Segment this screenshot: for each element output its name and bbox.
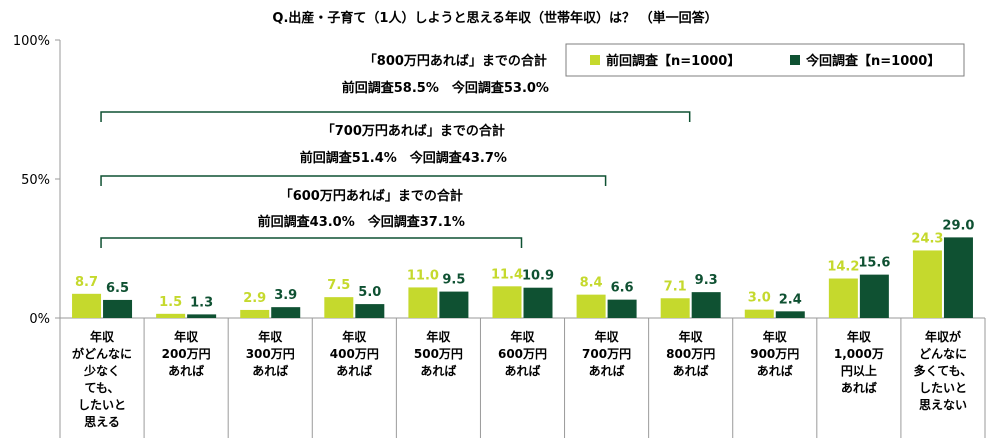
- x-tick-label: 年収がどんなに多くても、したいと思えない: [914, 329, 973, 412]
- data-label: 29.0: [942, 218, 974, 233]
- data-label: 6.5: [106, 281, 129, 296]
- bar: [439, 291, 469, 318]
- bar: [691, 292, 721, 318]
- bar: [240, 309, 270, 318]
- annotation-title: 「700万円あれば」までの合計: [322, 123, 505, 139]
- y-tick-label: 100%: [13, 34, 50, 49]
- data-label: 9.3: [695, 273, 718, 288]
- bar: [775, 311, 805, 318]
- data-label: 6.6: [611, 281, 634, 296]
- data-label: 8.7: [75, 275, 98, 290]
- data-label: 24.3: [911, 231, 943, 246]
- annotation-title: 「800万円あれば」までの合計: [364, 53, 547, 69]
- bar: [355, 304, 385, 318]
- bar: [492, 286, 522, 318]
- value-labels: 8.7 1.5 2.9 7.5 11.0 11.4 8.4 7.1 3.0 14.2 24.3 6.5…: [75, 218, 974, 310]
- bar: [408, 287, 438, 318]
- annotation-detail: 前回調査51.4% 今回調査43.7%: [300, 150, 507, 166]
- y-tick-label: 0%: [29, 312, 50, 327]
- data-label: 10.9: [522, 269, 554, 284]
- data-label: 14.2: [827, 260, 859, 275]
- bar: [324, 297, 354, 318]
- bar: [156, 313, 186, 318]
- sum-bracket: [100, 237, 523, 248]
- x-tick-label: 年収 200万円あれば: [162, 329, 211, 378]
- bar: [576, 294, 606, 318]
- x-tick-label: 年収 400万円あれば: [330, 329, 379, 378]
- data-label: 2.4: [779, 292, 802, 307]
- data-label: 11.4: [491, 267, 523, 282]
- bars: [72, 237, 973, 318]
- chart-title: Q.出産・子育て（1人）しようと思える年収（世帯年収）は？ （単一回答）: [272, 10, 717, 26]
- x-tick-label: 年収 900万円あれば: [750, 329, 799, 378]
- data-label: 3.9: [274, 288, 297, 303]
- data-label: 2.9: [243, 291, 266, 306]
- legend-swatch: [790, 55, 800, 65]
- bar: [660, 298, 690, 318]
- legend-swatch: [590, 55, 600, 65]
- data-label: 3.0: [748, 291, 771, 306]
- x-tick-label: 年収 800万円あれば: [666, 329, 715, 378]
- y-tick-label: 50%: [21, 173, 50, 188]
- bar: [72, 293, 102, 318]
- data-label: 8.4: [580, 276, 603, 291]
- annotation-detail: 前回調査43.0% 今回調査37.1%: [258, 214, 465, 230]
- bar: [828, 278, 858, 318]
- sum-bracket: [100, 175, 607, 186]
- data-label: 5.0: [358, 285, 381, 300]
- annotation-title: 「600万円あれば」までの合計: [280, 188, 463, 204]
- legend: 前回調査【n=1000】 今回調査【n=1000】: [565, 43, 965, 77]
- x-tick-label: 年収 300万円あれば: [246, 329, 295, 378]
- legend-label: 前回調査【n=1000】: [606, 53, 740, 69]
- x-tick-label: 年収 1,000万円以上あれば: [834, 329, 884, 395]
- bar: [607, 299, 637, 318]
- sum-bracket: [100, 111, 691, 122]
- data-label: 15.6: [858, 256, 890, 271]
- x-tick-label: 年収がどんなに少なくても、したいと思える: [72, 329, 132, 429]
- data-label: 7.5: [327, 278, 350, 293]
- data-label: 1.5: [159, 295, 182, 310]
- x-tick-label: 年収 600万円あれば: [498, 329, 547, 378]
- legend-label: 今回調査【n=1000】: [805, 53, 940, 69]
- data-label: 1.3: [190, 295, 213, 310]
- bar: [103, 299, 133, 318]
- data-label: 7.1: [664, 279, 687, 294]
- bar: [187, 314, 217, 318]
- y-ticks: 100% 50% 0%: [13, 34, 60, 327]
- bar: [943, 237, 973, 318]
- data-label: 11.0: [407, 268, 439, 283]
- bar: [859, 274, 889, 318]
- bar: [523, 287, 553, 318]
- x-tick-label: 年収 700万円あれば: [582, 329, 631, 378]
- x-tick-label: 年収 500万円あれば: [414, 329, 463, 378]
- bar: [912, 250, 942, 318]
- data-label: 9.5: [442, 273, 465, 288]
- legend-box: [565, 43, 965, 77]
- annotation-detail: 前回調査58.5% 今回調査53.0%: [342, 80, 549, 96]
- bar: [744, 309, 774, 318]
- bar: [271, 307, 301, 318]
